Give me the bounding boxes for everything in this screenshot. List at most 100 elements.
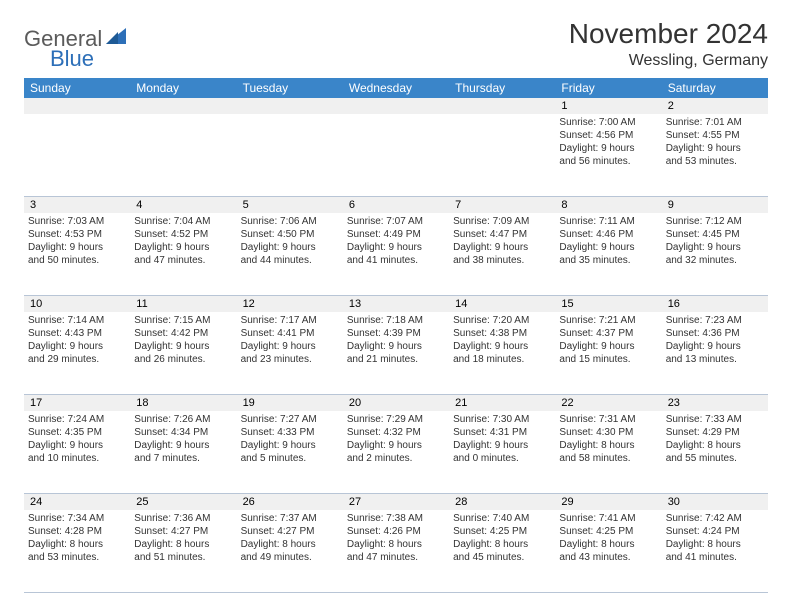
day-cell: Sunrise: 7:18 AMSunset: 4:39 PMDaylight:… [343, 312, 449, 394]
daylight-text-1: Daylight: 9 hours [241, 439, 339, 452]
day-cell: Sunrise: 7:30 AMSunset: 4:31 PMDaylight:… [449, 411, 555, 493]
sunset-text: Sunset: 4:34 PM [134, 426, 232, 439]
day-cell: Sunrise: 7:17 AMSunset: 4:41 PMDaylight:… [237, 312, 343, 394]
daylight-text-1: Daylight: 9 hours [28, 340, 126, 353]
day-cell: Sunrise: 7:36 AMSunset: 4:27 PMDaylight:… [130, 510, 236, 592]
day-number [449, 98, 555, 114]
daylight-text-1: Daylight: 8 hours [666, 538, 764, 551]
sunset-text: Sunset: 4:39 PM [347, 327, 445, 340]
day-number: 18 [130, 395, 236, 411]
daylight-text-1: Daylight: 9 hours [241, 241, 339, 254]
sunset-text: Sunset: 4:25 PM [453, 525, 551, 538]
daylight-text-2: and 0 minutes. [453, 452, 551, 465]
daylight-text-1: Daylight: 9 hours [559, 241, 657, 254]
day-info: Sunrise: 7:40 AMSunset: 4:25 PMDaylight:… [449, 510, 555, 568]
day-cell: Sunrise: 7:31 AMSunset: 4:30 PMDaylight:… [555, 411, 661, 493]
sunset-text: Sunset: 4:25 PM [559, 525, 657, 538]
daylight-text-2: and 56 minutes. [559, 155, 657, 168]
day-info: Sunrise: 7:37 AMSunset: 4:27 PMDaylight:… [237, 510, 343, 568]
day-number: 8 [555, 197, 661, 213]
daylight-text-2: and 38 minutes. [453, 254, 551, 267]
sunrise-text: Sunrise: 7:30 AM [453, 413, 551, 426]
location-text: Wessling, Germany [569, 52, 768, 70]
daylight-text-1: Daylight: 9 hours [134, 439, 232, 452]
sunset-text: Sunset: 4:47 PM [453, 228, 551, 241]
sunrise-text: Sunrise: 7:40 AM [453, 512, 551, 525]
sunset-text: Sunset: 4:36 PM [666, 327, 764, 340]
day-cell: Sunrise: 7:12 AMSunset: 4:45 PMDaylight:… [662, 213, 768, 295]
day-cell: Sunrise: 7:37 AMSunset: 4:27 PMDaylight:… [237, 510, 343, 592]
sunset-text: Sunset: 4:49 PM [347, 228, 445, 241]
daylight-text-2: and 18 minutes. [453, 353, 551, 366]
sunset-text: Sunset: 4:27 PM [241, 525, 339, 538]
page-title: November 2024 [569, 18, 768, 50]
sunrise-text: Sunrise: 7:38 AM [347, 512, 445, 525]
daylight-text-2: and 58 minutes. [559, 452, 657, 465]
day-info: Sunrise: 7:34 AMSunset: 4:28 PMDaylight:… [24, 510, 130, 568]
sunrise-text: Sunrise: 7:29 AM [347, 413, 445, 426]
title-block: November 2024 Wessling, Germany [569, 18, 768, 70]
day-info: Sunrise: 7:24 AMSunset: 4:35 PMDaylight:… [24, 411, 130, 469]
day-info: Sunrise: 7:42 AMSunset: 4:24 PMDaylight:… [662, 510, 768, 568]
daylight-text-2: and 15 minutes. [559, 353, 657, 366]
logo: General Blue [24, 26, 128, 72]
day-cell [343, 114, 449, 196]
daylight-text-2: and 41 minutes. [347, 254, 445, 267]
sunrise-text: Sunrise: 7:18 AM [347, 314, 445, 327]
week-row: Sunrise: 7:03 AMSunset: 4:53 PMDaylight:… [24, 213, 768, 296]
sunrise-text: Sunrise: 7:24 AM [28, 413, 126, 426]
sunset-text: Sunset: 4:43 PM [28, 327, 126, 340]
day-cell: Sunrise: 7:34 AMSunset: 4:28 PMDaylight:… [24, 510, 130, 592]
day-info: Sunrise: 7:17 AMSunset: 4:41 PMDaylight:… [237, 312, 343, 370]
day-cell: Sunrise: 7:00 AMSunset: 4:56 PMDaylight:… [555, 114, 661, 196]
day-info: Sunrise: 7:03 AMSunset: 4:53 PMDaylight:… [24, 213, 130, 271]
sunrise-text: Sunrise: 7:37 AM [241, 512, 339, 525]
daylight-text-1: Daylight: 9 hours [453, 439, 551, 452]
day-number: 27 [343, 494, 449, 510]
sunset-text: Sunset: 4:45 PM [666, 228, 764, 241]
daylight-text-1: Daylight: 8 hours [134, 538, 232, 551]
daylight-text-1: Daylight: 9 hours [28, 241, 126, 254]
day-info: Sunrise: 7:33 AMSunset: 4:29 PMDaylight:… [662, 411, 768, 469]
day-number: 11 [130, 296, 236, 312]
daylight-text-1: Daylight: 9 hours [453, 241, 551, 254]
daylight-text-2: and 53 minutes. [28, 551, 126, 564]
sunrise-text: Sunrise: 7:26 AM [134, 413, 232, 426]
sunset-text: Sunset: 4:35 PM [28, 426, 126, 439]
day-number: 20 [343, 395, 449, 411]
day-info: Sunrise: 7:38 AMSunset: 4:26 PMDaylight:… [343, 510, 449, 568]
day-cell: Sunrise: 7:01 AMSunset: 4:55 PMDaylight:… [662, 114, 768, 196]
sunrise-text: Sunrise: 7:34 AM [28, 512, 126, 525]
sunset-text: Sunset: 4:53 PM [28, 228, 126, 241]
daylight-text-1: Daylight: 9 hours [666, 340, 764, 353]
sunrise-text: Sunrise: 7:06 AM [241, 215, 339, 228]
sunrise-text: Sunrise: 7:00 AM [559, 116, 657, 129]
header: General Blue November 2024 Wessling, Ger… [24, 18, 768, 72]
day-info: Sunrise: 7:26 AMSunset: 4:34 PMDaylight:… [130, 411, 236, 469]
day-info: Sunrise: 7:29 AMSunset: 4:32 PMDaylight:… [343, 411, 449, 469]
daylight-text-1: Daylight: 8 hours [666, 439, 764, 452]
day-info: Sunrise: 7:04 AMSunset: 4:52 PMDaylight:… [130, 213, 236, 271]
day-number: 25 [130, 494, 236, 510]
daylight-text-1: Daylight: 9 hours [559, 142, 657, 155]
day-number: 19 [237, 395, 343, 411]
daylight-text-1: Daylight: 8 hours [453, 538, 551, 551]
daylight-text-1: Daylight: 8 hours [347, 538, 445, 551]
daylight-text-1: Daylight: 9 hours [559, 340, 657, 353]
day-number: 4 [130, 197, 236, 213]
sunset-text: Sunset: 4:41 PM [241, 327, 339, 340]
daylight-text-2: and 7 minutes. [134, 452, 232, 465]
weekday-wednesday: Wednesday [343, 81, 449, 95]
weekday-header-row: Sunday Monday Tuesday Wednesday Thursday… [24, 78, 768, 98]
sunrise-text: Sunrise: 7:36 AM [134, 512, 232, 525]
day-number: 29 [555, 494, 661, 510]
sunset-text: Sunset: 4:55 PM [666, 129, 764, 142]
day-info: Sunrise: 7:20 AMSunset: 4:38 PMDaylight:… [449, 312, 555, 370]
sunrise-text: Sunrise: 7:20 AM [453, 314, 551, 327]
sunset-text: Sunset: 4:24 PM [666, 525, 764, 538]
sunrise-text: Sunrise: 7:27 AM [241, 413, 339, 426]
daylight-text-2: and 32 minutes. [666, 254, 764, 267]
sunset-text: Sunset: 4:42 PM [134, 327, 232, 340]
day-cell: Sunrise: 7:23 AMSunset: 4:36 PMDaylight:… [662, 312, 768, 394]
daylight-text-1: Daylight: 9 hours [666, 241, 764, 254]
